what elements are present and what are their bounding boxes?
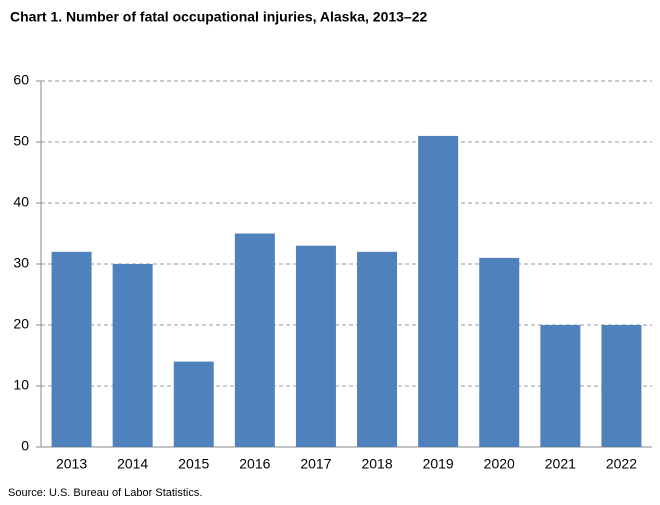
bar — [601, 325, 642, 447]
bar — [234, 233, 275, 447]
bar — [295, 245, 336, 447]
x-tick-label: 2016 — [239, 456, 270, 472]
bar — [418, 135, 459, 447]
x-tick-label: 2015 — [178, 456, 209, 472]
chart-title: Chart 1. Number of fatal occupational in… — [10, 9, 428, 25]
bar — [112, 264, 153, 447]
bar — [540, 325, 581, 447]
x-tick-label: 2022 — [606, 456, 637, 472]
x-tick-label: 2017 — [300, 456, 331, 472]
y-tick-label: 30 — [13, 255, 29, 271]
source-note: Source: U.S. Bureau of Labor Statistics. — [8, 487, 202, 499]
x-tick-label: 2014 — [117, 456, 148, 472]
bar — [173, 361, 214, 447]
bar — [357, 251, 398, 447]
y-tick-label: 60 — [13, 72, 29, 88]
bar — [479, 257, 520, 447]
x-tick-label: 2019 — [423, 456, 454, 472]
y-tick-label: 20 — [13, 316, 29, 332]
y-tick-label: 50 — [13, 133, 29, 149]
x-tick-label: 2018 — [361, 456, 392, 472]
bar — [51, 251, 92, 447]
y-tick-label: 10 — [13, 377, 29, 393]
x-tick-label: 2013 — [56, 456, 87, 472]
x-tick-label: 2021 — [545, 456, 576, 472]
y-tick-label: 0 — [21, 438, 29, 454]
x-tick-label: 2020 — [484, 456, 515, 472]
y-tick-label: 40 — [13, 194, 29, 210]
